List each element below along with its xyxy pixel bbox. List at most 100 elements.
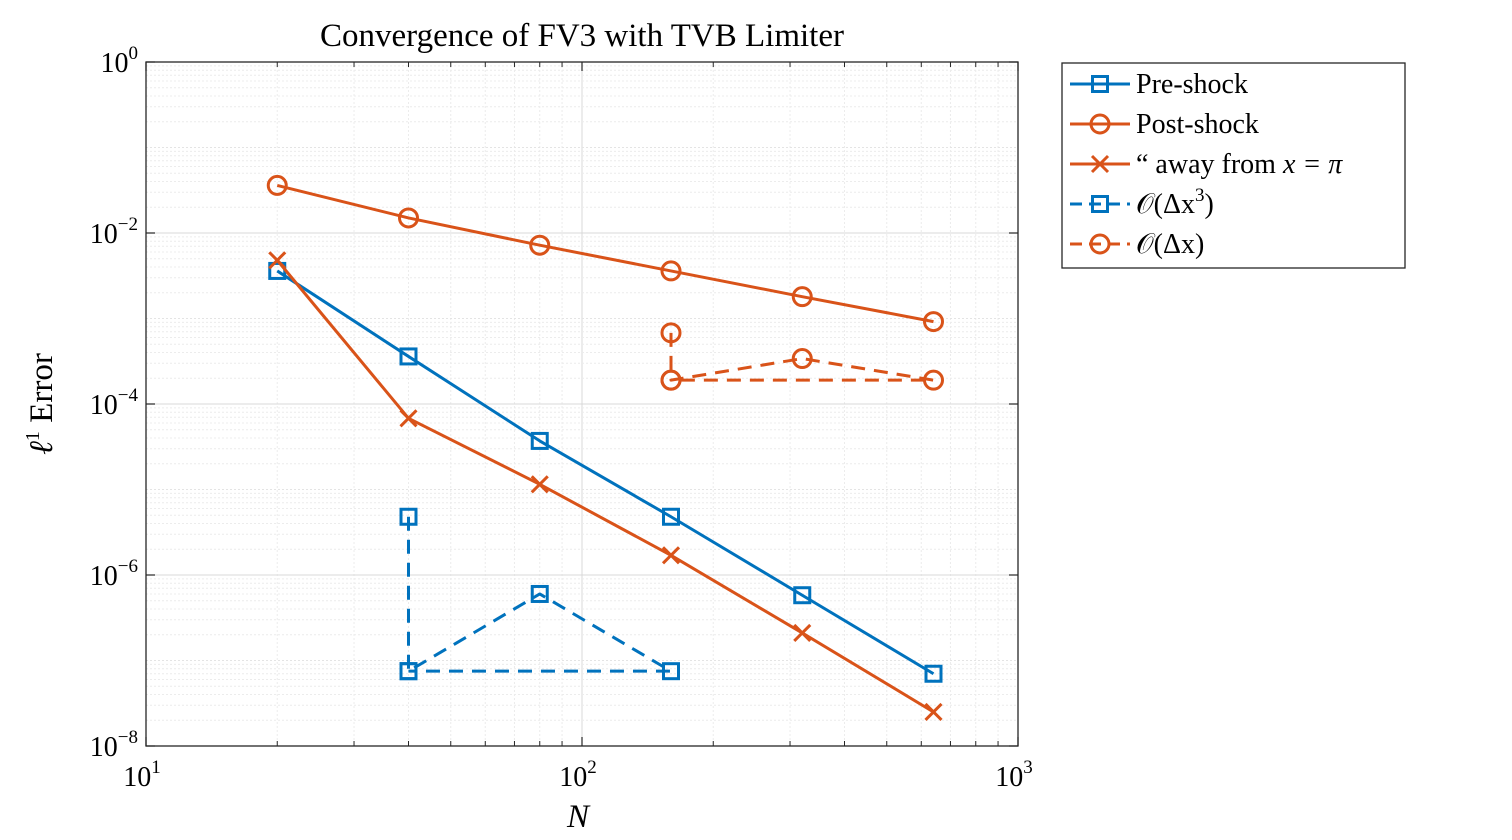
y-tick-label: 10−6 — [90, 556, 138, 592]
y-axis-label-text: Error — [24, 353, 60, 431]
legend-label-end: ) — [1204, 189, 1213, 220]
y-axis-label-symbol: ℓ — [24, 441, 60, 455]
legend-label: Pre-shock — [1136, 69, 1248, 100]
legend-label-superscript: 3 — [1195, 185, 1205, 206]
series-3 — [268, 251, 943, 722]
data-point — [791, 286, 813, 308]
legend-item: “ away from x = π — [1070, 149, 1343, 180]
data-point — [661, 662, 680, 681]
legend-swatch-marker — [1089, 113, 1111, 135]
series-line — [406, 516, 673, 673]
data-point — [660, 260, 682, 282]
chart-title: Convergence of FV3 with TVB Limiter — [320, 18, 844, 54]
series-1 — [268, 261, 943, 683]
data-point — [661, 546, 681, 565]
legend-label-math: x = π — [1282, 149, 1343, 180]
data-point — [529, 234, 551, 256]
y-axis-label: ℓ1 Error — [22, 353, 60, 455]
series-line — [276, 259, 935, 714]
legend-swatch-marker — [1089, 233, 1111, 255]
legend-item: 𝒪(Δx3) — [1070, 185, 1214, 220]
y-tick-label: 10−4 — [90, 385, 139, 421]
legend-label-text: “ away from — [1136, 149, 1283, 180]
legend-label-text: 𝒪(Δx — [1136, 189, 1195, 220]
marker-x-stroke — [924, 702, 943, 722]
x-tick-exponent: 2 — [587, 757, 597, 778]
series-layer — [266, 174, 944, 722]
data-point — [924, 664, 943, 683]
marker-x-stroke — [661, 546, 681, 565]
y-tick-base: 10 — [90, 732, 118, 763]
legend-label: “ away from x = π — [1136, 149, 1343, 180]
legend-swatch-marker — [1090, 154, 1110, 174]
data-point — [530, 431, 549, 450]
x-tick-label: 102 — [559, 757, 597, 793]
legend-item: 𝒪(Δx) — [1070, 229, 1204, 260]
legend-label-text: Post-shock — [1136, 109, 1259, 140]
y-axis-label-superscript: 1 — [22, 431, 44, 441]
legend-item: Post-shock — [1070, 109, 1259, 140]
y-tick-base: 10 — [90, 390, 118, 421]
x-tick-label: 103 — [995, 757, 1033, 793]
data-point — [530, 584, 549, 603]
series-line — [669, 332, 935, 382]
data-point — [793, 586, 812, 605]
y-tick-exponent: −2 — [118, 214, 138, 235]
data-point — [660, 369, 682, 391]
data-point — [922, 369, 944, 391]
x-tick-label: 101 — [123, 757, 161, 793]
series-5 — [660, 322, 944, 391]
y-tick-label: 10−8 — [90, 727, 138, 763]
legend-label: 𝒪(Δx3) — [1136, 185, 1214, 220]
marker-x-stroke — [530, 475, 549, 494]
y-tick-exponent: −6 — [118, 556, 138, 577]
data-point — [266, 174, 288, 196]
y-tick-label: 10−2 — [90, 214, 138, 250]
x-tick-base: 10 — [559, 762, 587, 793]
y-tick-label: 100 — [101, 43, 139, 79]
data-point — [661, 507, 680, 526]
data-point — [399, 662, 418, 681]
data-point — [268, 251, 287, 270]
x-tick-exponent: 3 — [1023, 757, 1033, 778]
series-line — [276, 183, 934, 324]
data-point — [530, 475, 549, 494]
x-axis-label: N — [566, 799, 591, 835]
series-2 — [266, 174, 944, 333]
y-tick-base: 10 — [101, 48, 129, 79]
legend-swatch-marker — [1091, 75, 1109, 93]
legend-label: Post-shock — [1136, 109, 1259, 140]
data-point — [791, 348, 813, 370]
marker-x-stroke — [268, 251, 287, 270]
legend-item: Pre-shock — [1070, 69, 1248, 100]
x-tick-base: 10 — [995, 762, 1023, 793]
data-point — [399, 507, 418, 526]
x-tick-exponent: 1 — [151, 757, 161, 778]
data-point — [399, 347, 418, 366]
y-tick-exponent: 0 — [129, 43, 139, 64]
legend-label-text: Pre-shock — [1136, 69, 1248, 100]
marker-x-stroke — [399, 409, 418, 428]
marker-x-stroke — [1090, 154, 1110, 174]
legend-label-text: 𝒪(Δx) — [1136, 229, 1204, 260]
data-point — [924, 702, 943, 722]
y-tick-base: 10 — [90, 219, 118, 250]
series-line — [276, 269, 935, 676]
legend: Pre-shock Post-shock “ away from x = π 𝒪(Δx… — [1061, 62, 1406, 269]
y-tick-exponent: −4 — [118, 385, 139, 406]
y-tick-exponent: −8 — [118, 727, 138, 748]
series-4 — [399, 507, 680, 681]
legend-label: 𝒪(Δx) — [1136, 229, 1204, 260]
data-point — [922, 311, 944, 333]
data-point — [399, 409, 418, 428]
legend-swatch-marker — [1091, 195, 1109, 213]
marker-x-stroke — [793, 623, 812, 643]
data-point — [793, 623, 812, 643]
x-tick-base: 10 — [123, 762, 151, 793]
y-tick-base: 10 — [90, 561, 118, 592]
data-point — [660, 322, 682, 344]
grid — [145, 62, 1018, 747]
x-axis-ticks: 101 102 103 — [123, 62, 1033, 793]
